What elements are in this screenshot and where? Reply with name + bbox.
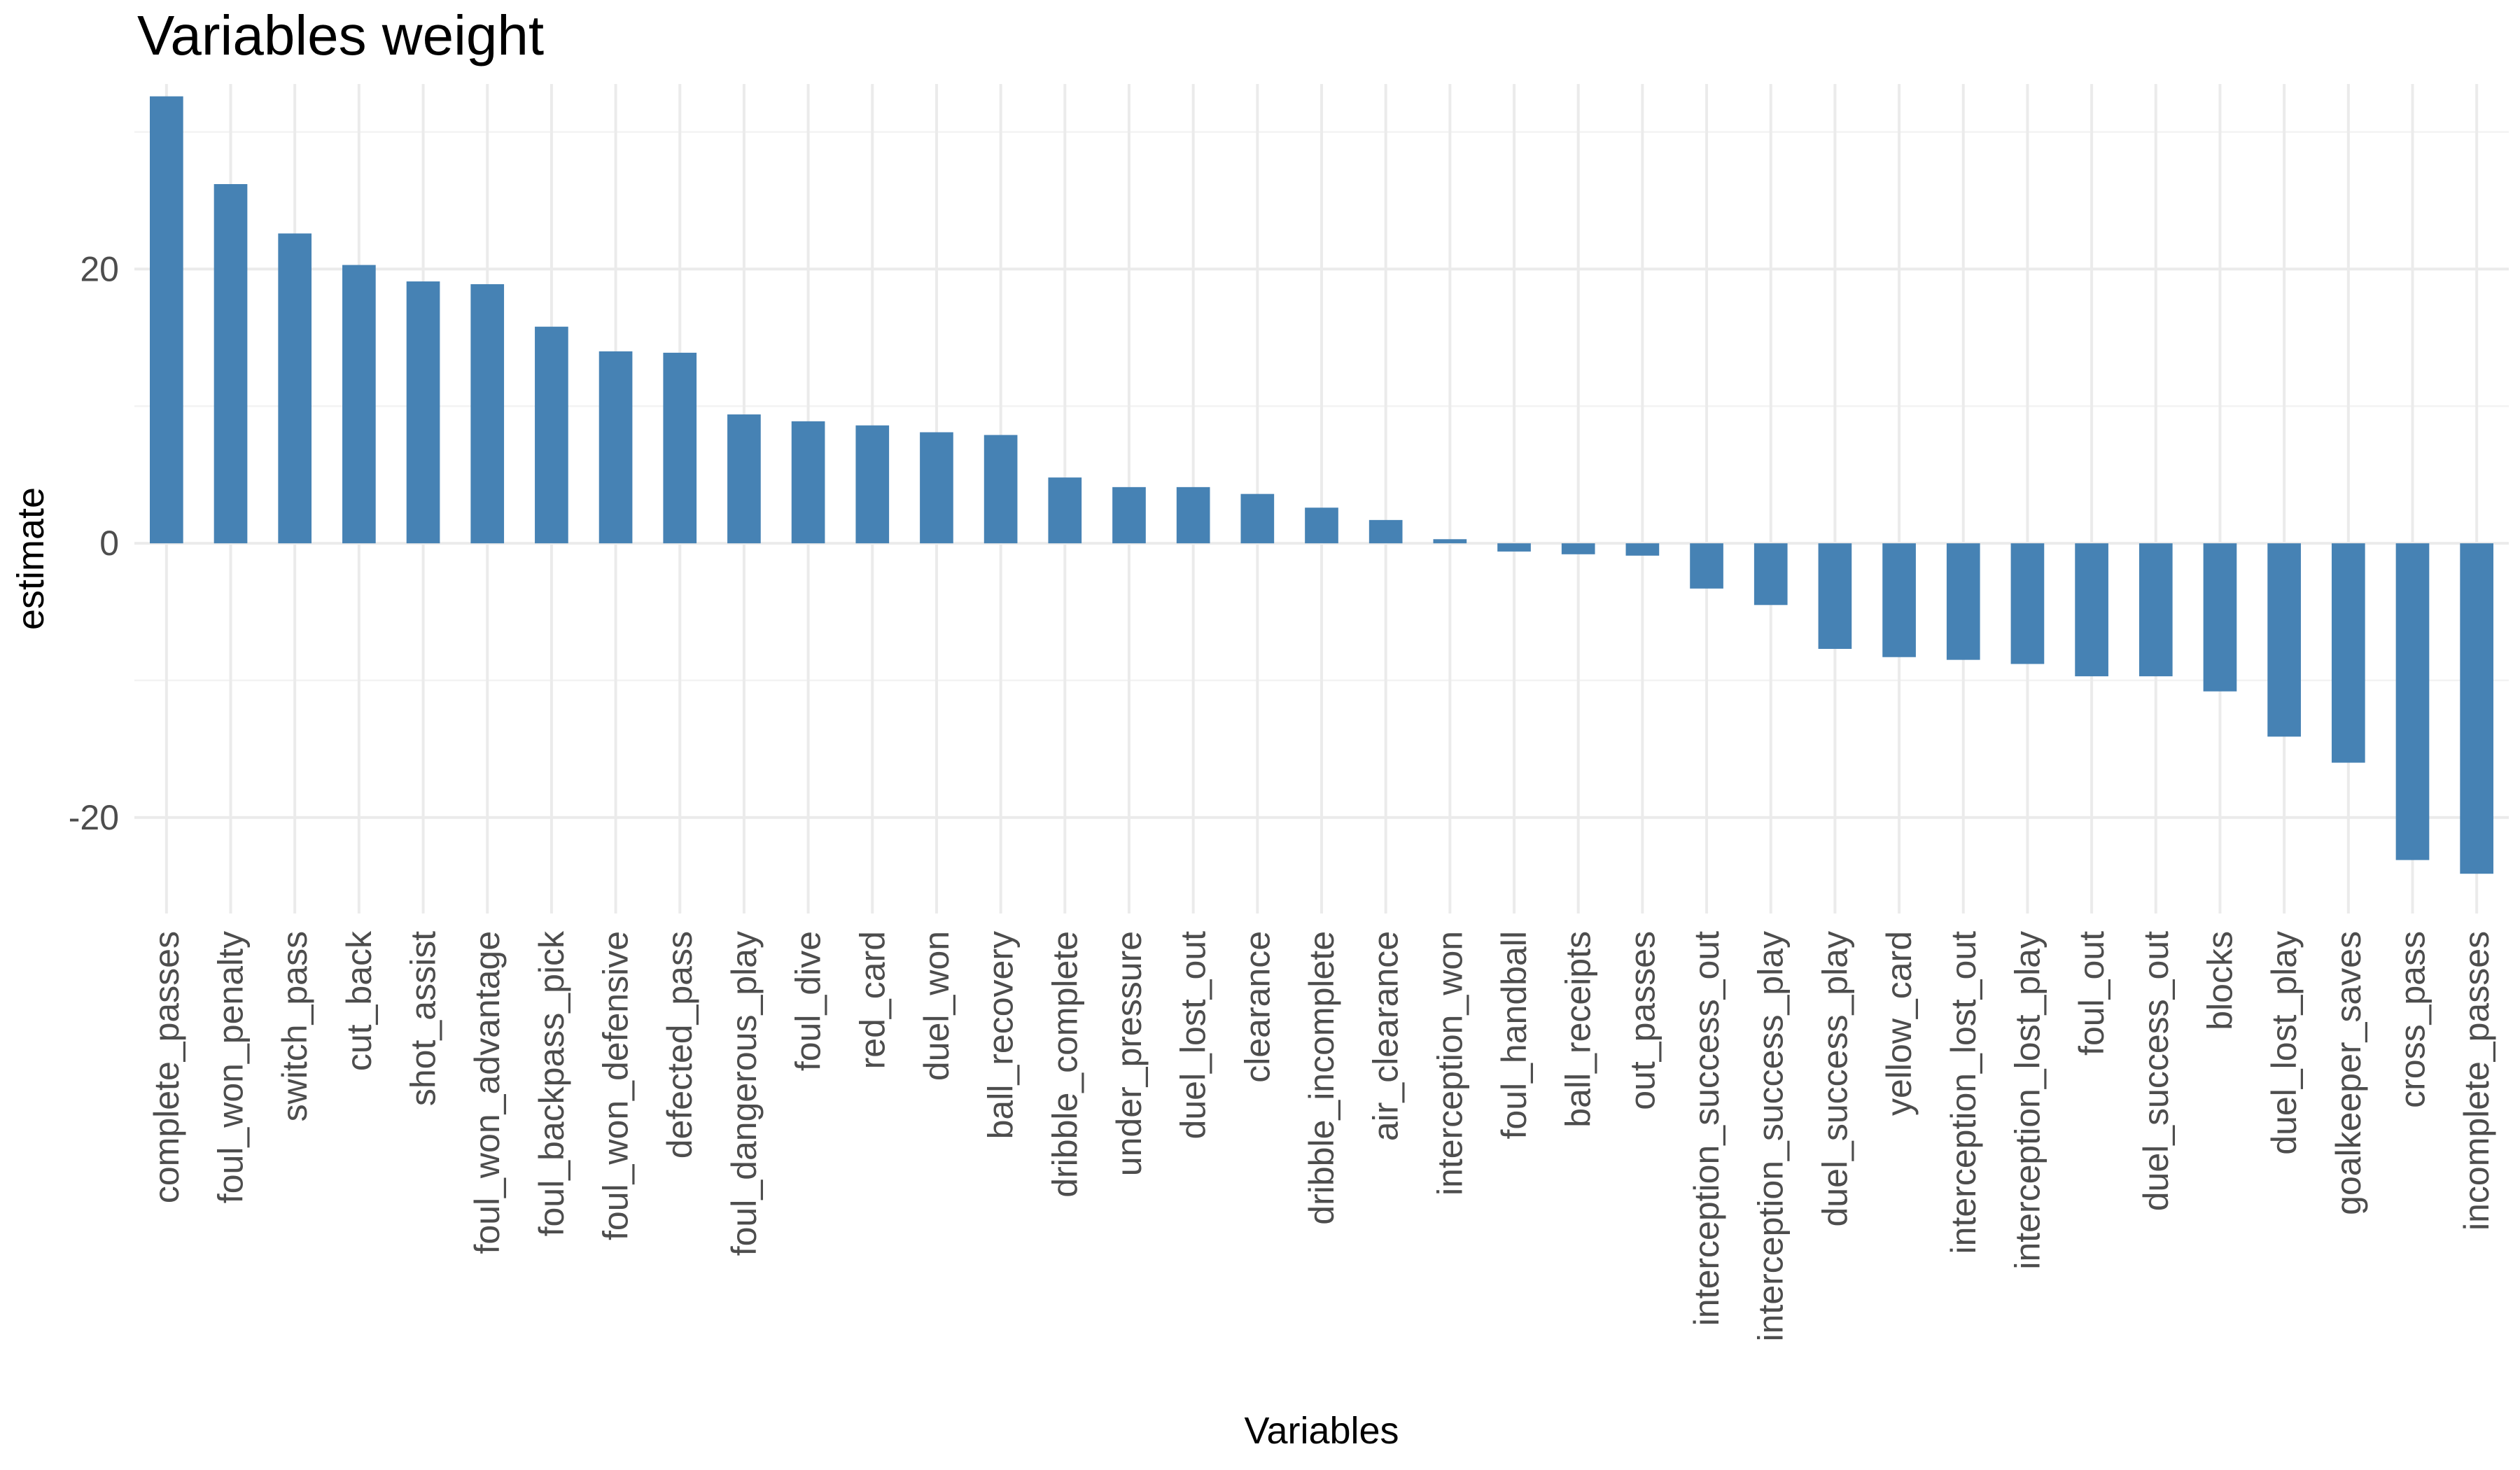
x-tick-label: incomplete_passes [2457,931,2496,1231]
bar-air-clearance [1368,519,1403,544]
x-tick-label: complete_passes [147,931,186,1203]
x-tick-label: out_passes [1623,931,1662,1110]
x-tick-label: interception_lost_out [1944,931,1983,1254]
x-axis-title: Variables [1244,1410,1399,1452]
bar-ball-recovery [983,435,1018,544]
x-tick-label: cross_pass [2393,931,2432,1108]
bar-cross-pass [2395,543,2430,860]
x-tick-label: goalkeeper_saves [2329,931,2368,1215]
x-tick-label: ball_recovery [981,931,1021,1139]
x-tick-label: cut_back [340,930,379,1071]
bar-duel-success-play [1818,543,1852,649]
y-tick-label: 0 [99,524,119,563]
x-tick-label: interception_success_out [1687,931,1726,1326]
x-axis-ticks: complete_passes foul_won_penalty switch_pa… [147,930,2496,1341]
bar-shot-assist [406,281,440,544]
bar-foul-dangerous-play [727,414,761,544]
y-axis-ticks: -20 0 20 [69,249,119,836]
bar-dribble-complete [1048,477,1082,544]
bar-foul-won-defensive [598,351,633,544]
bar-goalkeeper-saves [2331,543,2365,763]
bar-interception-lost-out [1946,543,1980,660]
x-tick-label: duel_won [917,931,956,1081]
bar-cut-back [342,265,376,544]
bar-clearance [1240,493,1275,544]
x-tick-label: interception_lost_play [2008,931,2047,1270]
bar-under-pressure [1112,486,1146,544]
bar-blocks [2203,543,2237,692]
bar-foul-backpass-pick [535,326,568,544]
x-tick-label: foul_out [2072,931,2111,1056]
x-tick-label: clearance [1238,931,1277,1083]
x-tick-label: duel_lost_play [2264,931,2304,1155]
y-tick-label: 20 [80,249,119,288]
x-tick-label: interception_success_play [1751,931,1791,1341]
y-axis-title: estimate [10,487,52,630]
bar-switch-pass [278,233,312,544]
x-tick-label: foul_won_defensive [596,931,636,1240]
x-tick-label: red_card [853,931,892,1069]
x-tick-label: foul_won_advantage [468,931,507,1254]
bar-interception-success-play [1754,543,1788,606]
x-tick-label: dribble_complete [1045,931,1084,1198]
bar-interception-success-out [1690,543,1723,589]
bar-duel-won [920,432,953,544]
x-tick-label: foul_dangerous_play [724,931,764,1256]
x-tick-label: duel_lost_out [1174,931,1213,1140]
y-tick-label: -20 [69,798,119,837]
x-tick-label: duel_success_play [1815,931,1854,1227]
bar-duel-lost-out [1176,486,1210,544]
bar-yellow-card [1882,543,1916,657]
x-tick-label: blocks [2200,931,2239,1030]
x-tick-label: yellow_card [1879,931,1919,1116]
bar-dribble-incomplete [1305,507,1338,544]
bar-foul-dive [791,421,825,544]
x-tick-label: duel_success_out [2136,931,2176,1211]
bar-red-card [855,425,890,544]
x-tick-label: foul_backpass_pick [532,930,571,1236]
bar-out-passes [1625,543,1660,556]
x-tick-label: foul_won_penalty [211,931,251,1203]
x-tick-label: air_clearance [1366,931,1406,1141]
bar-foul-handball [1497,543,1531,552]
x-tick-label: ball_receipts [1559,931,1598,1128]
chart-title: Variables weight [137,4,544,66]
x-tick-label: switch_pass [275,931,314,1121]
bar-incomplete-passes [2460,543,2493,874]
x-tick-label: shot_assist [404,931,443,1106]
x-tick-label: under_pressure [1110,931,1149,1176]
bars [150,96,2493,874]
x-tick-label: defected_pass [660,931,699,1158]
bar-foul-out [2075,543,2108,677]
x-tick-label: dribble_incomplete [1302,931,1341,1225]
x-tick-label: foul_dive [789,931,828,1071]
x-tick-label: interception_won [1430,931,1469,1196]
bar-complete-passes [150,96,183,544]
bar-duel-success-out [2138,543,2173,677]
bar-foul-won-penalty [214,183,248,544]
x-tick-label: foul_handball [1494,931,1534,1140]
bar-ball-receipts [1561,543,1595,554]
bar-duel-lost-play [2267,543,2301,737]
bar-interception-lost-play [2010,543,2045,664]
bar-foul-won-advantage [470,284,505,544]
bar-interception-won [1433,539,1467,544]
bar-defected-pass [663,352,697,544]
